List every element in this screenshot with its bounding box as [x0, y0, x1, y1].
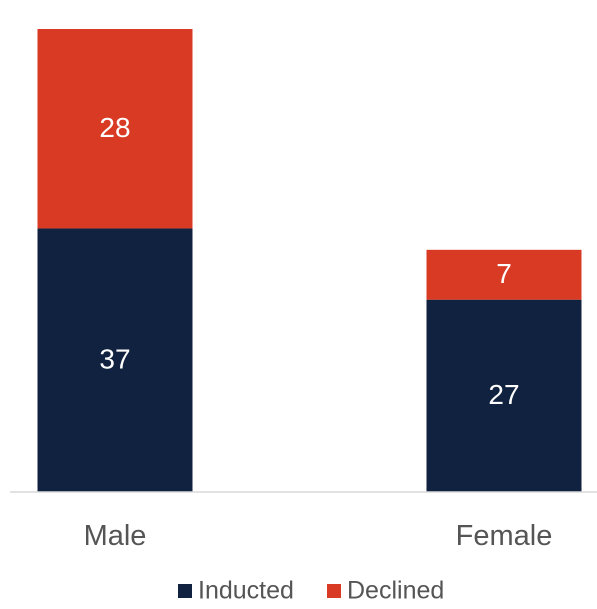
- category-labels: Male Female: [84, 520, 553, 552]
- bars-layer: 37 28 27 7: [37, 29, 582, 492]
- legend-swatch-declined: [327, 584, 341, 598]
- bar-female-declined: [426, 249, 582, 300]
- bar-female-inducted: [426, 299, 582, 492]
- category-label-female: Female: [456, 520, 553, 552]
- legend-label-inducted: Inducted: [198, 577, 294, 605]
- legend-label-declined: Declined: [347, 577, 444, 605]
- legend-swatch-inducted: [178, 584, 192, 598]
- data-label-female-inducted: 27: [488, 379, 519, 410]
- bar-male-declined: [37, 29, 193, 229]
- data-label-male-declined: 28: [99, 112, 130, 143]
- bar-male-inducted: [37, 228, 193, 492]
- legend: Inducted Declined: [178, 577, 444, 605]
- data-label-female-declined: 7: [496, 258, 512, 289]
- data-label-male-inducted: 37: [99, 344, 130, 375]
- category-label-male: Male: [84, 520, 147, 552]
